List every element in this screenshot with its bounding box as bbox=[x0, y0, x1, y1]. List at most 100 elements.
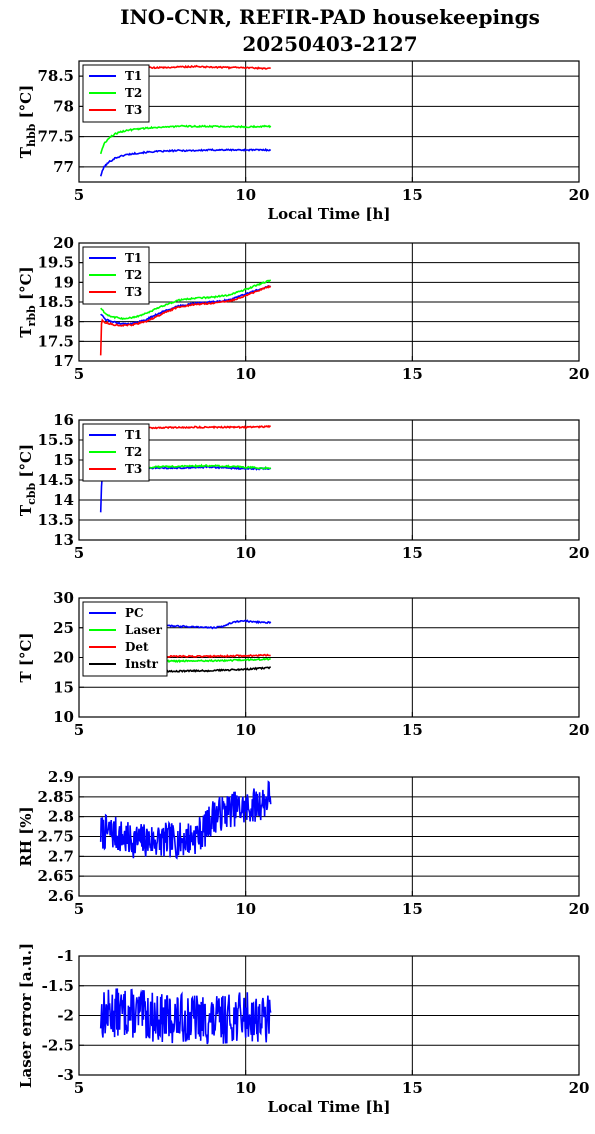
series-line-t2 bbox=[99, 124, 272, 155]
y-tick-label: -1.5 bbox=[42, 977, 74, 995]
x-tick-label: 5 bbox=[74, 365, 84, 383]
y-tick-label: 15 bbox=[53, 451, 74, 469]
y-axis-label-main: RH [%] bbox=[17, 806, 35, 866]
x-tick-label: 15 bbox=[402, 900, 423, 918]
y-tick-label: 77 bbox=[53, 158, 74, 176]
y-tick-label: 18.5 bbox=[37, 293, 74, 311]
x-tick-label: 10 bbox=[235, 186, 256, 204]
y-tick-label: 16 bbox=[53, 411, 74, 429]
legend-label-t3: T3 bbox=[125, 103, 142, 117]
panel-6: 5 10 15 20 -3 -2.5 -2 -1.5 -1 Local Time [h] Laser… bbox=[17, 943, 589, 1116]
legend-label-instr: Instr bbox=[125, 657, 159, 671]
x-tick-label: 10 bbox=[235, 1079, 256, 1097]
x-tick-label: 20 bbox=[569, 900, 590, 918]
figure-title-line2: 20250403-2127 bbox=[242, 32, 417, 56]
y-tick-label: 20 bbox=[53, 234, 74, 252]
x-tick-label: 20 bbox=[569, 544, 590, 562]
x-tick-label: 20 bbox=[569, 186, 590, 204]
y-axis-label-main: T bbox=[17, 671, 35, 683]
y-tick-label: 20 bbox=[53, 649, 74, 667]
y-axis-label: Thbb [°C] bbox=[17, 85, 38, 158]
series-line-t2 bbox=[100, 279, 272, 321]
legend: T1 T2 T3 bbox=[82, 423, 150, 482]
y-axis-label: T [°C] bbox=[17, 632, 35, 682]
y-tick-label: 17 bbox=[53, 352, 74, 370]
x-tick-label: 5 bbox=[74, 721, 84, 739]
x-tick-label: 20 bbox=[569, 721, 590, 739]
y-tick-label: -2.5 bbox=[42, 1036, 74, 1054]
legend-label-det: Det bbox=[125, 640, 149, 654]
legend-label-t2: T2 bbox=[125, 268, 142, 282]
y-tick-label: 10 bbox=[53, 708, 74, 726]
y-tick-label: 2.6 bbox=[48, 887, 74, 905]
y-tick-label: -2 bbox=[57, 1007, 74, 1025]
y-axis-label-main: T bbox=[17, 146, 35, 158]
x-tick-label: 5 bbox=[74, 900, 84, 918]
y-tick-label: 15.5 bbox=[37, 431, 74, 449]
y-axis-label: RH [%] bbox=[17, 806, 35, 866]
legend-label-laser: Laser bbox=[125, 623, 163, 637]
y-tick-label: 13.5 bbox=[37, 511, 74, 529]
y-tick-label: 2.65 bbox=[37, 867, 74, 885]
legend: PC Laser Det Instr bbox=[82, 601, 168, 677]
y-tick-label: 18 bbox=[53, 313, 74, 331]
x-axis-label: Local Time [h] bbox=[268, 205, 391, 223]
x-tick-label: 15 bbox=[402, 721, 423, 739]
y-tick-label: 19 bbox=[53, 273, 74, 291]
y-tick-label: 2.85 bbox=[37, 788, 74, 806]
legend-label-pc: PC bbox=[125, 606, 144, 620]
y-tick-label: 13 bbox=[53, 531, 74, 549]
panel-3: 5 10 15 20 13 13.5 14 14.5 15 15.5 16 Tcbb [°C] T1 T2… bbox=[17, 411, 589, 562]
x-tick-label: 5 bbox=[74, 544, 84, 562]
y-axis-label-main: Laser error [a.u.] bbox=[17, 943, 35, 1088]
y-axis-label: Trbb [°C] bbox=[17, 266, 38, 337]
x-tick-label: 15 bbox=[402, 186, 423, 204]
x-tick-label: 20 bbox=[569, 365, 590, 383]
plot-frame bbox=[78, 60, 580, 183]
x-axis-label: Local Time [h] bbox=[268, 1098, 391, 1116]
y-tick-label: 2.9 bbox=[48, 768, 74, 786]
series-line-t3 bbox=[99, 284, 272, 356]
y-tick-label: 17.5 bbox=[37, 332, 74, 350]
y-tick-label: 2.8 bbox=[48, 808, 74, 826]
y-axis-label-main: T bbox=[17, 326, 35, 338]
x-tick-label: 20 bbox=[569, 1079, 590, 1097]
y-axis-label: Laser error [a.u.] bbox=[17, 943, 35, 1088]
y-tick-label: 14.5 bbox=[37, 471, 74, 489]
y-axis-label-unit: [°C] bbox=[17, 444, 35, 483]
x-tick-label: 5 bbox=[74, 1079, 84, 1097]
y-axis-label-subscript: cbb bbox=[25, 483, 38, 505]
x-tick-label: 10 bbox=[235, 544, 256, 562]
y-axis-label-subscript: hbb bbox=[25, 123, 38, 147]
legend-label-t2: T2 bbox=[125, 445, 142, 459]
y-tick-label: 2.75 bbox=[37, 828, 74, 846]
legend-label-t1: T1 bbox=[125, 69, 142, 83]
x-tick-label: 5 bbox=[74, 186, 84, 204]
x-tick-label: 10 bbox=[235, 900, 256, 918]
legend: T1 T2 T3 bbox=[82, 64, 150, 123]
x-tick-label: 10 bbox=[235, 721, 256, 739]
y-tick-label: 78 bbox=[53, 97, 74, 115]
legend-label-t1: T1 bbox=[125, 428, 142, 442]
panel-1: 5 10 15 20 77 77.5 78 78.5 Local Time [h] Thbb [°… bbox=[17, 60, 590, 223]
x-tick-label: 15 bbox=[402, 1079, 423, 1097]
y-axis-label-unit: [°C] bbox=[17, 266, 35, 305]
legend: T1 T2 T3 bbox=[82, 246, 150, 305]
series-line-t1 bbox=[99, 147, 272, 177]
y-axis-label-unit: [°C] bbox=[17, 632, 35, 671]
legend-label-t3: T3 bbox=[125, 285, 142, 299]
panel-5: 5 10 15 20 2.6 2.65 2.72.75 2.8 2.85 2.9 RH [%] bbox=[17, 768, 589, 918]
y-tick-label: -1 bbox=[57, 947, 74, 965]
y-axis-label: Tcbb [°C] bbox=[17, 444, 38, 516]
y-axis-label-unit: [°C] bbox=[17, 85, 35, 124]
x-tick-label: 15 bbox=[402, 365, 423, 383]
y-tick-label: -3 bbox=[57, 1066, 74, 1084]
figure-title-line1: INO-CNR, REFIR-PAD housekeepings bbox=[120, 5, 540, 29]
series-line-data bbox=[99, 988, 272, 1045]
y-tick-label: 2.7 bbox=[48, 847, 74, 865]
y-tick-label: 15 bbox=[53, 678, 74, 696]
